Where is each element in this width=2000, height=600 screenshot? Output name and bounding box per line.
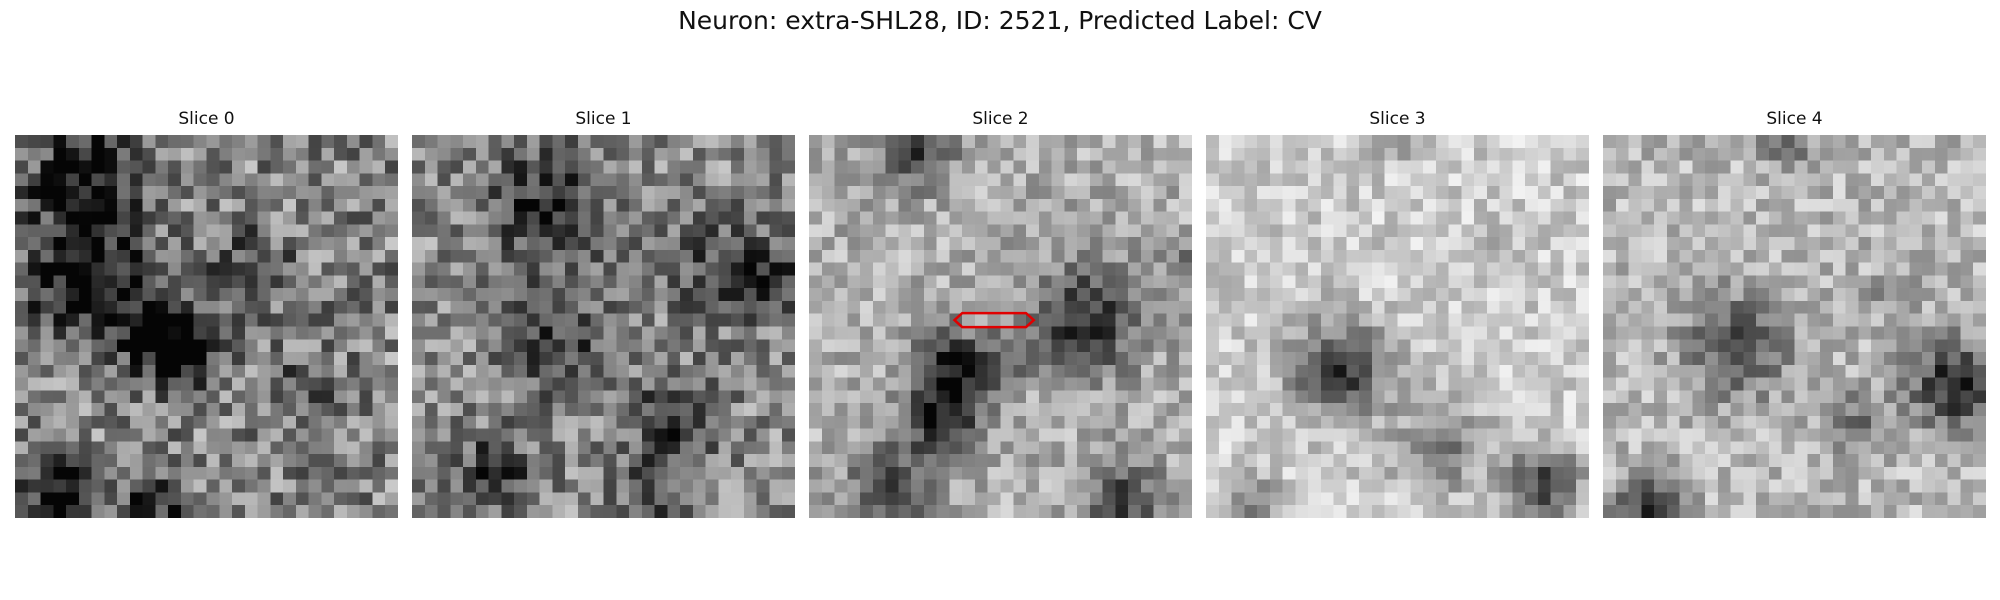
figure-title: Neuron: extra-SHL28, ID: 2521, Predicted… xyxy=(678,6,1322,35)
slice-2-image xyxy=(809,135,1192,518)
slice-3-title: Slice 3 xyxy=(1369,109,1426,129)
slice-1-title: Slice 1 xyxy=(575,109,632,129)
slice-2-title: Slice 2 xyxy=(972,109,1029,129)
slice-4-image xyxy=(1603,135,1986,518)
slice-1-image xyxy=(412,135,795,518)
slice-3-image xyxy=(1206,135,1589,518)
slice-0-image xyxy=(15,135,398,518)
slice-0-title: Slice 0 xyxy=(178,109,235,129)
slice-4-title: Slice 4 xyxy=(1766,109,1823,129)
